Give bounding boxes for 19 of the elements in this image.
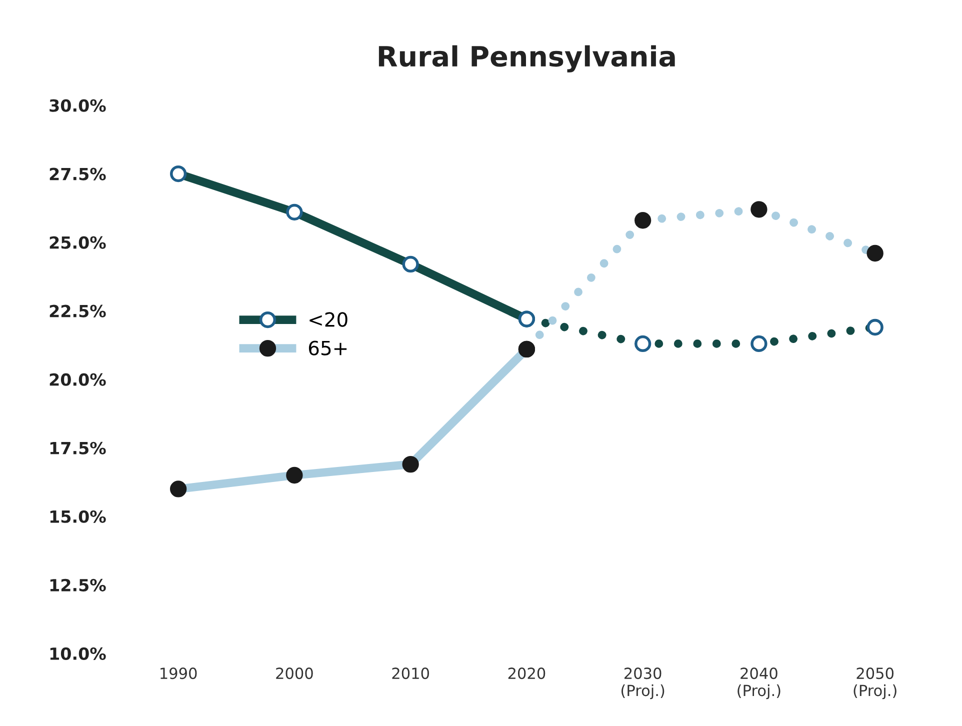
x-tick-label: 2000 (276, 668, 313, 680)
y-tick-label: 30.0% (50, 99, 106, 112)
x-tick-label: 2020 (508, 668, 546, 680)
chart-title: Rural Pennsylvania (378, 45, 675, 72)
y-tick-label: 27.5% (50, 168, 106, 180)
y-tick-label: 15.0% (50, 510, 106, 523)
y-tick-label: 25.0% (50, 236, 106, 249)
y-tick-label: 22.5% (50, 304, 106, 318)
legend-label: 65+ (308, 340, 347, 356)
x-tick-label: 2040 (Proj.) (738, 668, 780, 700)
legend-label: <20 (310, 312, 348, 327)
x-tick-label: 2010 (392, 668, 429, 680)
x-tick-label: 2030 (Proj.) (622, 668, 664, 700)
y-tick-label: 12.5% (50, 578, 106, 592)
y-tick-label: 20.0% (50, 373, 106, 386)
y-tick-label: 10.0% (50, 647, 106, 660)
x-tick-label: 2050 (Proj.) (854, 668, 896, 700)
y-tick-label: 17.5% (50, 442, 106, 454)
x-tick-label: 1990 (160, 668, 197, 680)
